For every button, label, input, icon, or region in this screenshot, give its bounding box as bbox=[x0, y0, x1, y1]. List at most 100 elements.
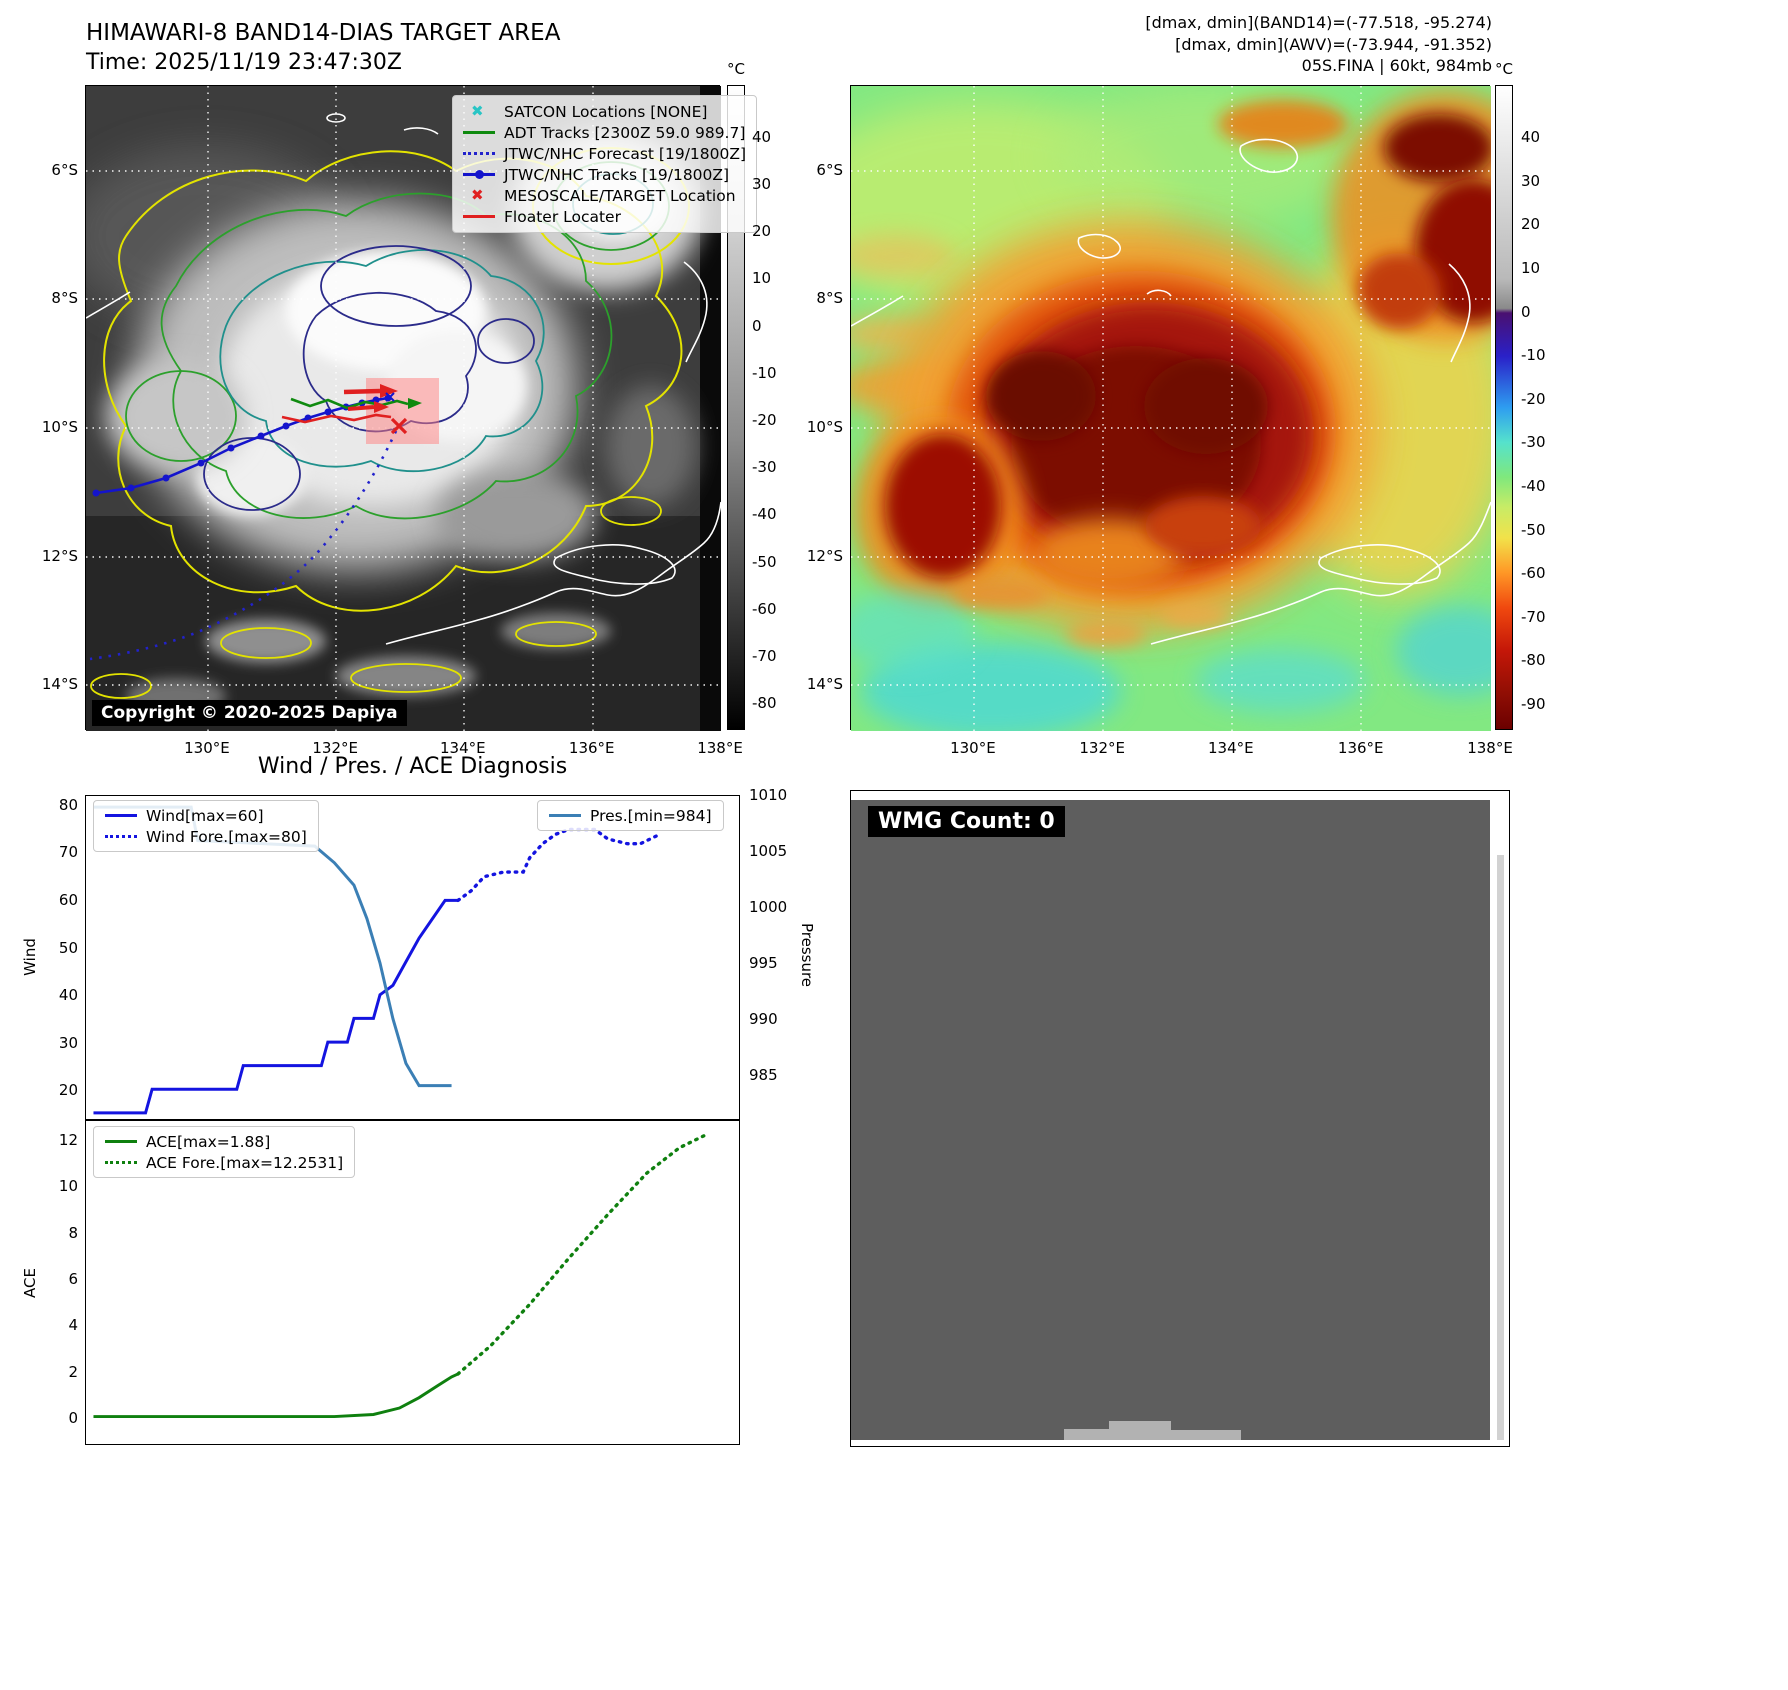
wmg-landmask bbox=[1109, 1421, 1171, 1440]
legend-entry: ADT Tracks [2300Z 59.0 989.7] bbox=[463, 122, 746, 143]
pressure-ytick: 1010 bbox=[749, 786, 788, 804]
colorbar-unit: °C bbox=[727, 60, 745, 78]
colorbar-tick: -50 bbox=[1521, 520, 1546, 539]
series-wind-fore- bbox=[456, 827, 662, 903]
pressure-ytick: 995 bbox=[749, 954, 778, 973]
lat-tick: 10°S bbox=[41, 417, 78, 436]
enhanced-ir-image bbox=[851, 86, 1491, 731]
enhanced-ir-colorbar bbox=[1495, 85, 1513, 730]
colorbar-tick: -90 bbox=[1521, 694, 1546, 713]
colorbar-tick: -80 bbox=[752, 694, 777, 713]
colorbar-tick: 0 bbox=[1521, 302, 1531, 321]
legend-label: JTWC/NHC Tracks [19/1800Z] bbox=[504, 165, 730, 184]
wind-ytick: 80 bbox=[58, 795, 78, 814]
ace-ytick: 6 bbox=[68, 1270, 78, 1289]
colorbar-tick: 10 bbox=[752, 269, 772, 288]
line-marker-icon bbox=[463, 126, 495, 140]
colorbar-tick: -30 bbox=[752, 458, 777, 477]
legend-entry: ✖ SATCON Locations [NONE] bbox=[463, 101, 746, 122]
left-map-title: HIMAWARI-8 BAND14-DIAS TARGET AREA bbox=[86, 20, 561, 46]
colorbar-tick: -70 bbox=[1521, 607, 1546, 626]
legend-label: Pres.[min=984] bbox=[590, 806, 712, 825]
jtwc-forecast-track bbox=[89, 430, 398, 661]
lat-tick: 8°S bbox=[816, 288, 843, 307]
legend-label: Floater Locater bbox=[504, 207, 621, 226]
lat-tick: 10°S bbox=[806, 417, 843, 436]
ace-ytick: 2 bbox=[68, 1362, 78, 1381]
legend-label: JTWC/NHC Forecast [19/1800Z] bbox=[504, 144, 747, 163]
legend-label: MESOSCALE/TARGET Location bbox=[504, 186, 736, 205]
colorbar-tick: 20 bbox=[752, 222, 772, 241]
legend-label: Wind[max=60] bbox=[146, 806, 264, 825]
line-marker-icon bbox=[105, 1135, 137, 1149]
lat-tick: 6°S bbox=[816, 161, 843, 180]
legend-entry: Floater Locater bbox=[463, 206, 746, 227]
lat-tick: 14°S bbox=[806, 675, 843, 694]
lat-tick: 8°S bbox=[51, 288, 78, 307]
x-marker-icon: ✖ bbox=[471, 185, 484, 204]
line-marker-icon bbox=[549, 809, 581, 823]
legend-entry: ACE[max=1.88] bbox=[105, 1131, 343, 1152]
pressure-ytick: 1005 bbox=[749, 842, 788, 861]
ace-ytick: 10 bbox=[58, 1177, 78, 1196]
wmg-landmask bbox=[1171, 1430, 1241, 1440]
pressure-ytick: 990 bbox=[749, 1010, 778, 1029]
legend-entry: Pres.[min=984] bbox=[549, 805, 712, 826]
wmg-empty-colorbar bbox=[1497, 855, 1504, 1440]
ace-legend: ACE[max=1.88] ACE Fore.[max=12.2531] bbox=[93, 1126, 356, 1178]
colorbar-tick: -60 bbox=[1521, 564, 1546, 583]
colorbar-tick: 20 bbox=[1521, 215, 1541, 234]
dotted-marker-icon bbox=[105, 1156, 137, 1170]
diagnosis-chart-title: Wind / Pres. / ACE Diagnosis bbox=[257, 754, 568, 779]
colorbar-tick: 0 bbox=[752, 316, 762, 335]
storm-id-intensity: 05S.FINA | 60kt, 984mb bbox=[1301, 56, 1492, 76]
colorbar-tick: -20 bbox=[1521, 389, 1546, 408]
series-wind bbox=[93, 898, 459, 1115]
colorbar-tick: -80 bbox=[1521, 651, 1546, 670]
map-legend: ✖ SATCON Locations [NONE] ADT Tracks [2300… bbox=[452, 95, 758, 233]
line-marker-icon bbox=[105, 809, 137, 823]
dotted-marker-icon bbox=[105, 830, 137, 844]
wmg-landmask bbox=[1064, 1429, 1109, 1440]
wind-ytick: 20 bbox=[58, 1081, 78, 1100]
legend-label: Wind Fore.[max=80] bbox=[146, 827, 307, 846]
adt-arrow bbox=[408, 398, 422, 409]
lon-tick: 138°E bbox=[697, 739, 743, 757]
wind-axis-label: Wind bbox=[21, 938, 39, 976]
legend-entry: Wind[max=60] bbox=[105, 805, 307, 826]
line-marker-icon bbox=[463, 210, 495, 224]
colorbar-tick: -20 bbox=[752, 411, 777, 429]
left-map-subtitle: Time: 2025/11/19 23:47:30Z bbox=[86, 50, 402, 75]
dotted-marker-icon bbox=[463, 147, 495, 161]
ace-ytick: 8 bbox=[68, 1223, 78, 1242]
track-end-x bbox=[385, 392, 395, 402]
lon-tick: 130°E bbox=[950, 739, 996, 757]
colorbar-tick: 30 bbox=[1521, 171, 1541, 190]
ace-ytick: 12 bbox=[58, 1130, 78, 1149]
colorbar-tick: -10 bbox=[752, 363, 777, 382]
lat-tick: 12°S bbox=[806, 546, 843, 565]
legend-entry: ACE Fore.[max=12.2531] bbox=[105, 1152, 343, 1173]
coastline bbox=[851, 138, 1491, 645]
lat-tick: 6°S bbox=[51, 161, 78, 180]
wind-ytick: 60 bbox=[58, 891, 78, 909]
colorbar-tick: -50 bbox=[752, 552, 777, 571]
colorbar-tick: 10 bbox=[1521, 259, 1541, 278]
colorbar-unit: °C bbox=[1495, 60, 1513, 78]
coastline bbox=[86, 113, 721, 645]
series-ace-fore- bbox=[456, 1133, 708, 1376]
legend-label: ACE[max=1.88] bbox=[146, 1132, 271, 1151]
storm-tracks bbox=[89, 384, 422, 661]
x-marker-icon: ✖ bbox=[471, 101, 484, 120]
wind-ytick: 40 bbox=[58, 986, 78, 1005]
awv-satellite-map bbox=[850, 85, 1491, 731]
wmg-panel: WMG Count: 0 bbox=[850, 790, 1510, 1447]
wmg-count-label: WMG Count: 0 bbox=[868, 806, 1065, 837]
wmg-map-area bbox=[851, 800, 1490, 1440]
colorbar-tick: -70 bbox=[752, 646, 777, 665]
lat-tick: 12°S bbox=[41, 546, 78, 565]
band14-colorbar bbox=[727, 85, 745, 730]
adt-track bbox=[290, 397, 409, 410]
colorbar-tick: 40 bbox=[752, 127, 772, 146]
